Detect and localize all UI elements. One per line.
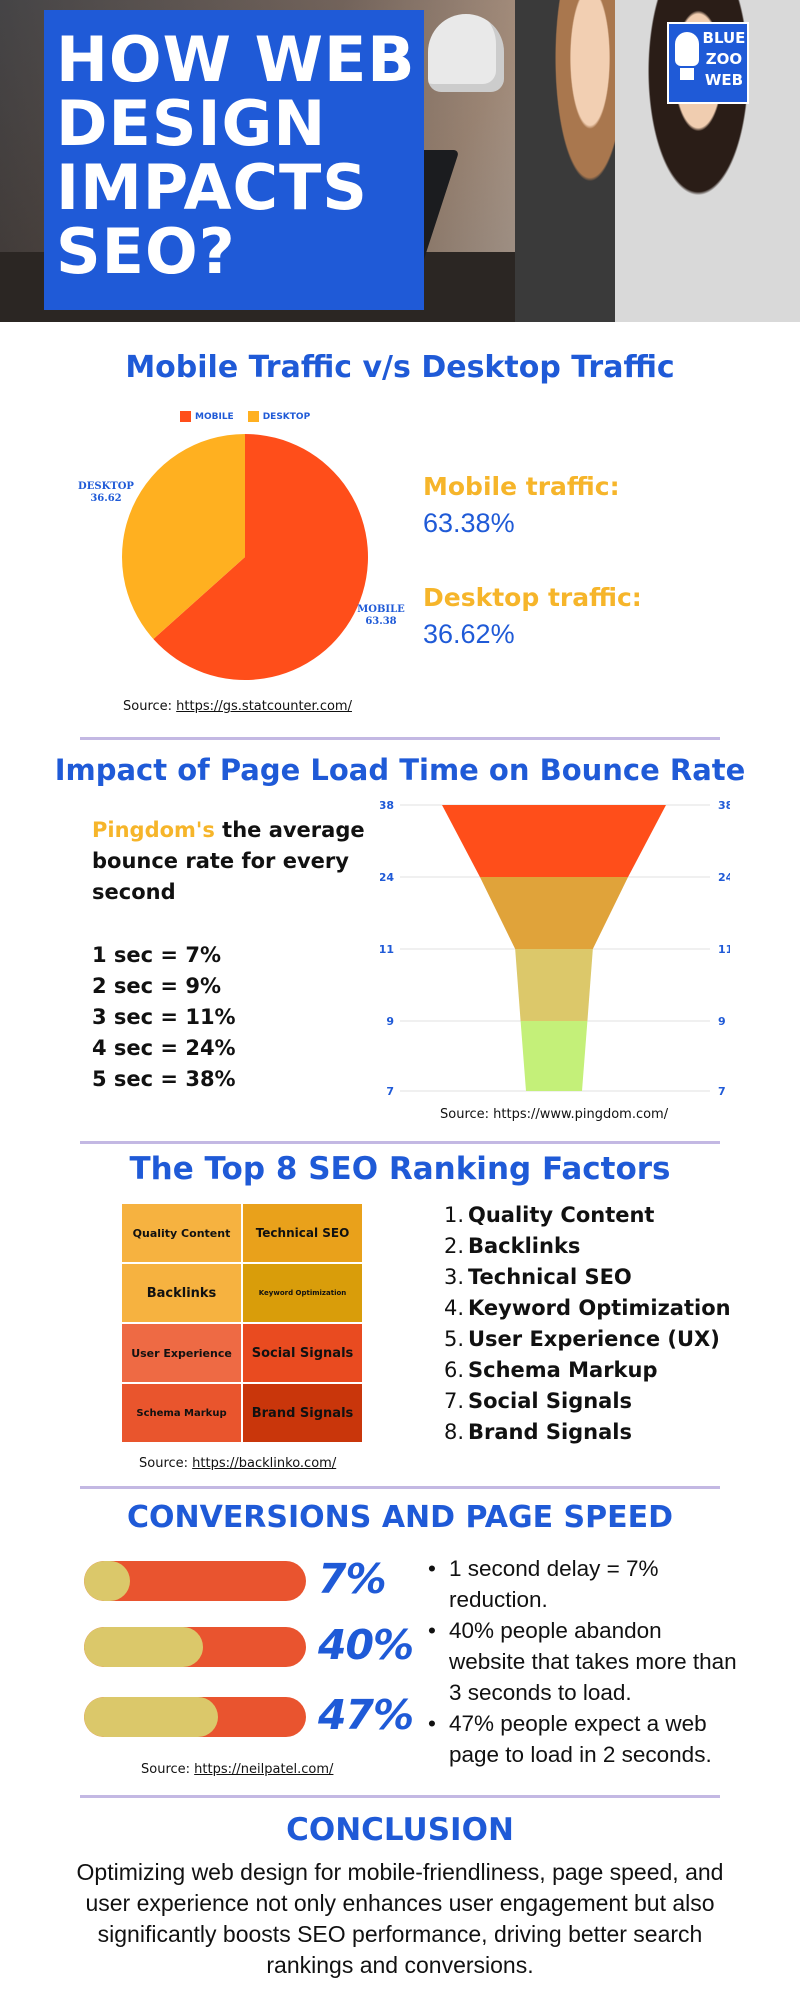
funnel-tick-label: 11 (718, 943, 730, 956)
list-item: 5 sec = 38% (92, 1064, 236, 1095)
list-item: 2 sec = 9% (92, 971, 236, 1002)
source-link[interactable]: https://gs.statcounter.com/ (176, 699, 352, 714)
ranking-source: Source: https://backlinko.com/ (139, 1456, 336, 1471)
pie-label-category: DESKTOP (78, 481, 134, 493)
legend-item-mobile: MOBILE (180, 411, 234, 422)
speed-section-title: CONVERSIONS AND PAGE SPEED (0, 1500, 800, 1535)
funnel-tick-label: 9 (718, 1015, 726, 1028)
traffic-pie-chart (120, 432, 370, 682)
bounce-intro: Pingdom's the average bounce rate for ev… (92, 815, 372, 908)
grid-cell-quality-content: Quality Content (122, 1204, 241, 1262)
pie-legend: MOBILE DESKTOP (180, 411, 310, 422)
grid-cell-schema-markup: Schema Markup (122, 1384, 241, 1442)
pie-label-value: 36.62 (78, 493, 134, 505)
progress-bar-fill (84, 1561, 130, 1601)
legend-item-desktop: DESKTOP (248, 411, 310, 422)
bounce-funnel-chart: 38 38 24 24 11 11 9 9 7 7 (380, 795, 730, 1095)
pie-data-label-mobile: MOBILE 63.38 (353, 604, 409, 628)
list-item: 47% people expect a web page to load in … (428, 1708, 740, 1770)
progress-bar (84, 1561, 306, 1601)
section-divider (80, 1795, 720, 1798)
desktop-traffic-value: 36.62% (423, 619, 515, 650)
traffic-source: Source: https://gs.statcounter.com/ (123, 699, 352, 714)
conclusion-title: CONCLUSION (0, 1812, 800, 1848)
funnel-tick-label: 38 (718, 799, 730, 812)
list-item: 40% people abandon website that takes mo… (428, 1615, 740, 1708)
funnel-tick-label: 38 (380, 799, 394, 812)
legend-label: MOBILE (195, 412, 234, 422)
section-divider (80, 1486, 720, 1489)
pie-data-label-desktop: DESKTOP 36.62 (78, 481, 134, 505)
funnel-segment (521, 1021, 588, 1091)
speed-source: Source: https://neilpatel.com/ (141, 1762, 333, 1777)
section-divider (80, 1141, 720, 1144)
bounce-section-title: Impact of Page Load Time on Bounce Rate (0, 753, 800, 787)
pie-label-category: MOBILE (353, 604, 409, 616)
list-item: 3. Technical SEO (440, 1262, 731, 1293)
section-divider (80, 737, 720, 740)
list-item: 4 sec = 24% (92, 1033, 236, 1064)
pingdom-brand: Pingdom's (92, 818, 215, 842)
speed-bullets: 1 second delay = 7% reduction. 40% peopl… (428, 1553, 740, 1770)
mobile-traffic-label: Mobile traffic: (423, 472, 620, 501)
source-link[interactable]: https://neilpatel.com/ (194, 1762, 333, 1777)
funnel-segment (480, 877, 628, 949)
ranking-factors-list: 1. Quality Content 2. Backlinks 3. Technica… (440, 1200, 731, 1448)
list-item: 6. Schema Markup (440, 1355, 731, 1386)
list-item: 2. Backlinks (440, 1231, 731, 1262)
list-item: 5. User Experience (UX) (440, 1324, 731, 1355)
grid-cell-social-signals: Social Signals (243, 1324, 362, 1382)
funnel-segment (442, 805, 666, 877)
page-title: HOW WEB DESIGN IMPACTS SEO? (56, 28, 416, 284)
pie-label-value: 63.38 (353, 616, 409, 628)
funnel-tick-label: 7 (386, 1085, 394, 1095)
funnel-tick-label: 11 (380, 943, 394, 956)
funnel-segment (515, 949, 593, 1021)
desk-lamp-image (428, 14, 504, 92)
legend-label: DESKTOP (263, 412, 310, 422)
logo-text: BLUE ZOO WEB (699, 28, 749, 91)
funnel-tick-label: 9 (386, 1015, 394, 1028)
hero-banner: HOW WEB DESIGN IMPACTS SEO? BLUE ZOO WEB (0, 0, 800, 322)
grid-cell-brand-signals: Brand Signals (243, 1384, 362, 1442)
funnel-tick-label: 7 (718, 1085, 726, 1095)
conclusion-text: Optimizing web design for mobile-friendl… (70, 1857, 730, 1981)
list-item: 1 second delay = 7% reduction. (428, 1553, 740, 1615)
grid-cell-backlinks: Backlinks (122, 1264, 241, 1322)
list-item: 8. Brand Signals (440, 1417, 731, 1448)
list-item: 4. Keyword Optimization (440, 1293, 731, 1324)
traffic-section-title: Mobile Traffic v/s Desktop Traffic (0, 350, 800, 385)
grid-cell-user-experience: User Experience (122, 1324, 241, 1382)
bounce-rate-list: 1 sec = 7% 2 sec = 9% 3 sec = 11% 4 sec … (92, 940, 236, 1095)
mobile-traffic-value: 63.38% (423, 508, 515, 539)
lightbulb-icon (675, 32, 699, 66)
source-link[interactable]: https://backlinko.com/ (192, 1456, 336, 1471)
progress-bar-fill (84, 1697, 218, 1737)
blue-zoo-web-logo[interactable]: BLUE ZOO WEB (667, 22, 749, 104)
bounce-source[interactable]: Source: https://www.pingdom.com/ (440, 1107, 668, 1122)
lightbulb-base-icon (680, 68, 694, 80)
progress-bar (84, 1627, 306, 1667)
funnel-tick-label: 24 (718, 871, 730, 884)
progress-bar (84, 1697, 306, 1737)
desktop-traffic-label: Desktop traffic: (423, 583, 642, 612)
progress-bar-fill (84, 1627, 203, 1667)
list-item: 7. Social Signals (440, 1386, 731, 1417)
grid-cell-keyword-optimization: Keyword Optimization (243, 1264, 362, 1322)
legend-swatch (180, 411, 191, 422)
progress-percent-label: 47% (318, 1691, 413, 1739)
legend-swatch (248, 411, 259, 422)
progress-percent-label: 7% (318, 1555, 386, 1603)
ranking-section-title: The Top 8 SEO Ranking Factors (0, 1151, 800, 1187)
list-item: 1. Quality Content (440, 1200, 731, 1231)
progress-percent-label: 40% (318, 1621, 413, 1669)
funnel-tick-label: 24 (380, 871, 394, 884)
grid-cell-technical-seo: Technical SEO (243, 1204, 362, 1262)
list-item: 1 sec = 7% (92, 940, 236, 971)
list-item: 3 sec = 11% (92, 1002, 236, 1033)
